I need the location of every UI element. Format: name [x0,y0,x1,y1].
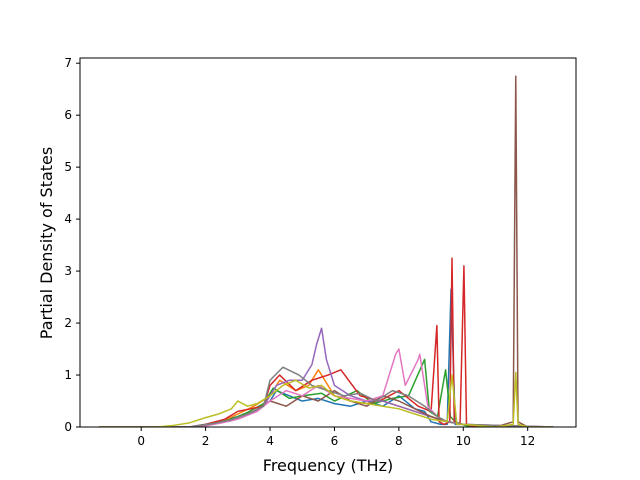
x-tick-label: 12 [520,434,535,448]
x-tick-label: 6 [331,434,339,448]
x-tick-label: 8 [395,434,403,448]
series-line-7 [99,348,554,427]
y-tick-label: 3 [64,264,72,278]
y-axis-label: Partial Density of States [37,147,56,339]
x-tick-label: 0 [137,434,145,448]
series-line-2 [99,369,554,427]
x-tick-label: 10 [456,434,471,448]
series-line-6 [99,75,554,427]
series-line-9 [99,371,554,427]
y-tick-label: 4 [64,212,72,226]
series-line-5 [99,327,554,427]
y-tick-label: 0 [64,420,72,434]
y-tick-label: 2 [64,316,72,330]
y-tick-label: 1 [64,368,72,382]
series-layer [99,75,554,427]
x-tick-label: 4 [266,434,274,448]
plot-frame [79,57,577,428]
x-axis: 0 2 4 6 8 10 12 [137,427,535,448]
x-axis-label: Frequency (THz) [263,456,393,475]
series-line-3 [99,358,554,427]
y-tick-label: 5 [64,160,72,174]
y-axis: 0 1 2 3 4 5 6 7 [64,56,80,434]
y-tick-label: 7 [64,56,72,70]
x-tick-label: 2 [202,434,210,448]
y-tick-label: 6 [64,108,72,122]
